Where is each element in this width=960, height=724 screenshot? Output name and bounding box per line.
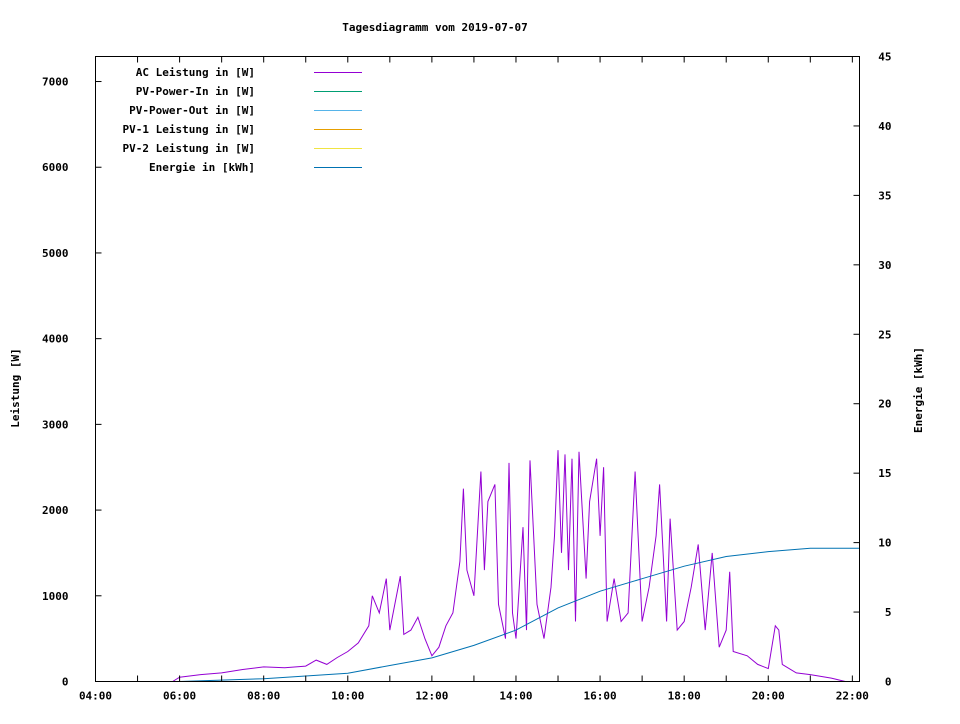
legend-label: PV-Power-Out in [W] (129, 104, 255, 117)
x-tick-label: 16:00 (584, 690, 617, 703)
chart-title: Tagesdiagramm vom 2019-07-07 (342, 21, 527, 34)
x-tick-label: 08:00 (247, 690, 280, 703)
y2-tick-label: 15 (878, 467, 891, 480)
y-tick-label: 5000 (42, 247, 69, 260)
y-tick-label: 4000 (42, 333, 69, 346)
y2-tick-label: 0 (885, 676, 892, 689)
series-line-ac-leistung (172, 450, 846, 682)
x-tick-label: 04:00 (79, 690, 112, 703)
x-tick-label: 20:00 (752, 690, 785, 703)
y-tick-label: 0 (62, 676, 69, 689)
legend-label: PV-1 Leistung in [W] (123, 123, 255, 136)
y2-tick-label: 5 (885, 606, 892, 619)
y2-tick-label: 40 (878, 120, 891, 133)
series-line-energie (179, 547, 860, 682)
y-tick-label: 7000 (42, 76, 69, 89)
y2-tick-label: 45 (878, 51, 891, 64)
y-axis-label: Leistung [W] (9, 348, 22, 427)
x-tick-label: 14:00 (499, 690, 532, 703)
y2-tick-label: 30 (878, 259, 891, 272)
y2-axis-label: Energie [kWh] (912, 347, 925, 433)
legend-label: PV-Power-In in [W] (136, 85, 255, 98)
x-tick-label: 10:00 (331, 690, 364, 703)
y-tick-label: 2000 (42, 504, 69, 517)
legend-label: Energie in [kWh] (149, 161, 255, 174)
x-tick-label: 22:00 (836, 690, 869, 703)
y2-tick-label: 35 (878, 189, 891, 202)
y2-tick-label: 10 (878, 537, 891, 550)
y2-tick-label: 20 (878, 398, 891, 411)
legend-label: PV-2 Leistung in [W] (123, 142, 255, 155)
y-tick-label: 3000 (42, 418, 69, 431)
y-tick-label: 6000 (42, 161, 69, 174)
x-tick-label: 06:00 (163, 690, 196, 703)
legend-label: AC Leistung in [W] (136, 66, 255, 79)
plot-border (95, 56, 860, 682)
x-tick-label: 12:00 (415, 690, 448, 703)
x-tick-label: 18:00 (668, 690, 701, 703)
y-tick-label: 1000 (42, 590, 69, 603)
y2-tick-label: 25 (878, 328, 891, 341)
